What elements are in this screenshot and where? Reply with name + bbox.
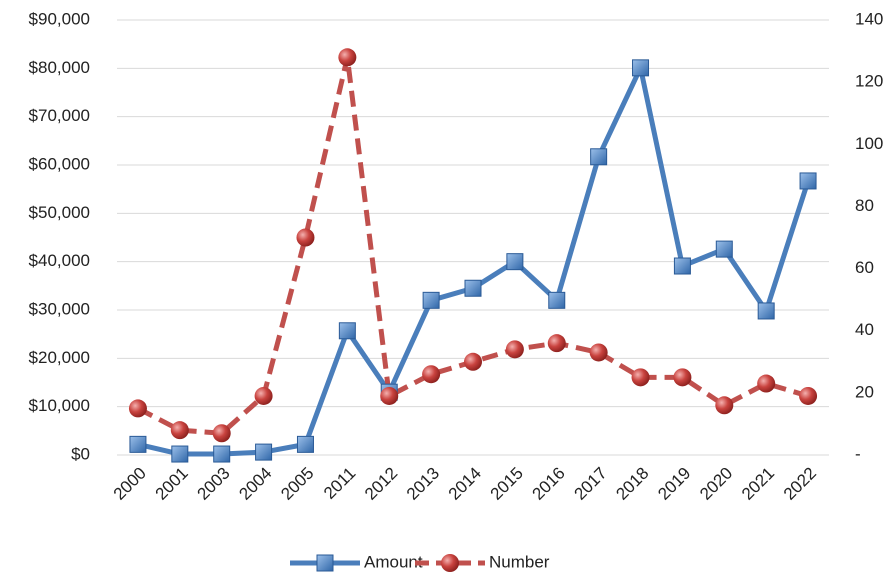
y-tick-label: $30,000 [29,299,90,318]
y2-tick-label: 60 [855,258,874,277]
marker [715,396,734,415]
y-tick-label: $90,000 [29,9,90,28]
y-tick-label: $40,000 [29,251,90,270]
x-tick-label: 2001 [152,464,192,504]
y-tick-label: $20,000 [29,348,90,367]
x-tick-label: 2004 [235,464,275,504]
x-tick-label: 2003 [194,464,234,504]
y-tick-label: $70,000 [29,106,90,125]
marker [632,59,650,77]
y2-tick-label: 140 [855,9,883,28]
y2-tick-label: 120 [855,72,883,91]
x-tick-label: 2018 [612,464,652,504]
marker [254,386,273,405]
series-line [136,54,809,436]
marker [715,240,733,258]
legend-label: Number [489,552,550,571]
marker [296,435,314,453]
marker [380,386,399,405]
marker [757,374,776,393]
x-tick-label: 2022 [780,464,820,504]
legend-marker [316,554,334,572]
y-tick-label: $0 [71,444,90,463]
marker [422,365,441,384]
y2-tick-label: 100 [855,134,883,153]
marker [170,421,189,440]
marker [589,343,608,362]
marker [590,148,608,166]
y-tick-label: $80,000 [29,58,90,77]
marker [673,368,692,387]
marker [422,291,440,309]
x-tick-label: 2011 [320,464,359,503]
x-tick-label: 2021 [738,464,778,504]
marker [129,435,147,453]
legend-label: Amount [364,552,423,571]
marker [547,334,566,353]
x-tick-label: 2014 [445,464,485,504]
x-tick-label: 2005 [277,464,317,504]
x-tick-label: 2000 [110,464,150,504]
marker [171,445,189,463]
marker [255,443,273,461]
marker [213,445,231,463]
y2-tick-label: 80 [855,196,874,215]
y-tick-label: $50,000 [29,203,90,222]
marker [799,386,818,405]
marker [799,172,817,190]
marker [128,399,147,418]
marker [464,352,482,371]
marker [505,340,524,359]
marker [673,257,691,275]
y2-tick-label: 40 [855,320,874,339]
y2-tick-label: - [855,444,861,463]
y-tick-label: $60,000 [29,154,90,173]
x-tick-label: 2016 [529,464,569,504]
marker [757,302,775,320]
marker [506,253,524,271]
marker [631,368,650,387]
x-tick-label: 2012 [361,464,401,504]
legend-marker [441,554,459,572]
marker [464,279,482,297]
marker [338,322,356,340]
x-tick-label: 2020 [696,464,736,504]
x-tick-label: 2019 [654,464,694,504]
x-tick-label: 2017 [570,464,610,504]
y-tick-label: $10,000 [29,396,90,415]
x-tick-label: 2013 [403,464,443,504]
marker [296,228,315,247]
x-tick-label: 2015 [487,464,527,504]
y2-tick-label: 20 [855,382,874,401]
marker [338,48,357,67]
marker [212,424,231,443]
marker [548,291,566,309]
